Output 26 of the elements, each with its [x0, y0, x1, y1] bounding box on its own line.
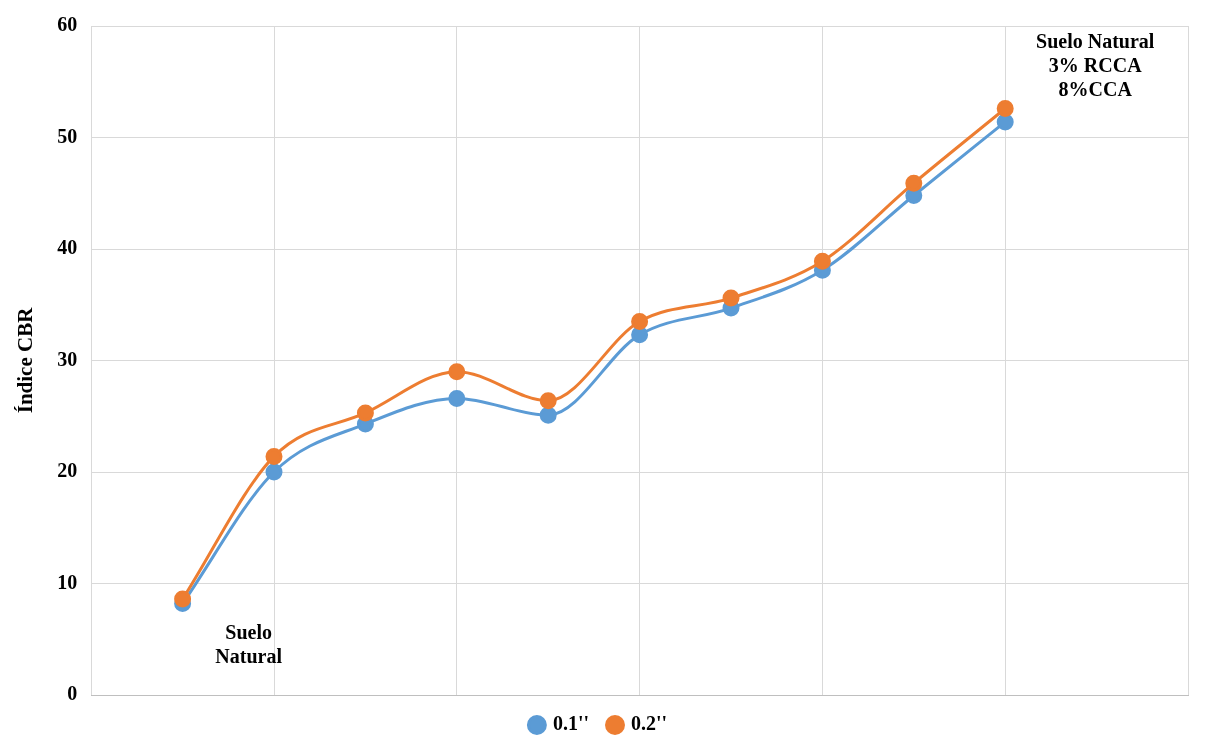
annotation: Suelo Natural — [215, 620, 283, 667]
y-tick-label: 0 — [67, 682, 78, 705]
point — [265, 463, 283, 481]
y-tick-label: 20 — [57, 459, 78, 482]
y-tick-label: 10 — [57, 570, 78, 593]
point — [356, 404, 374, 422]
point — [813, 252, 831, 270]
legend-label: 0.2'' — [631, 712, 668, 735]
point — [448, 363, 466, 381]
point — [631, 312, 649, 330]
y-tick-label: 50 — [57, 124, 78, 147]
point — [996, 100, 1014, 118]
annotation: Suelo Natural 3% RCCA 8%CCA — [1036, 30, 1155, 101]
point — [539, 406, 557, 424]
point — [539, 392, 557, 410]
point — [448, 389, 466, 407]
y-tick-label: 60 — [57, 13, 78, 36]
point — [265, 447, 283, 465]
point — [722, 289, 740, 307]
legend-label: 0.1'' — [552, 712, 590, 735]
point — [905, 174, 923, 192]
y-tick-label: 30 — [57, 347, 78, 370]
point — [174, 590, 192, 608]
point — [631, 326, 649, 344]
y-tick-label: 40 — [57, 236, 78, 259]
y-axis-title: Índice CBR — [13, 306, 38, 414]
